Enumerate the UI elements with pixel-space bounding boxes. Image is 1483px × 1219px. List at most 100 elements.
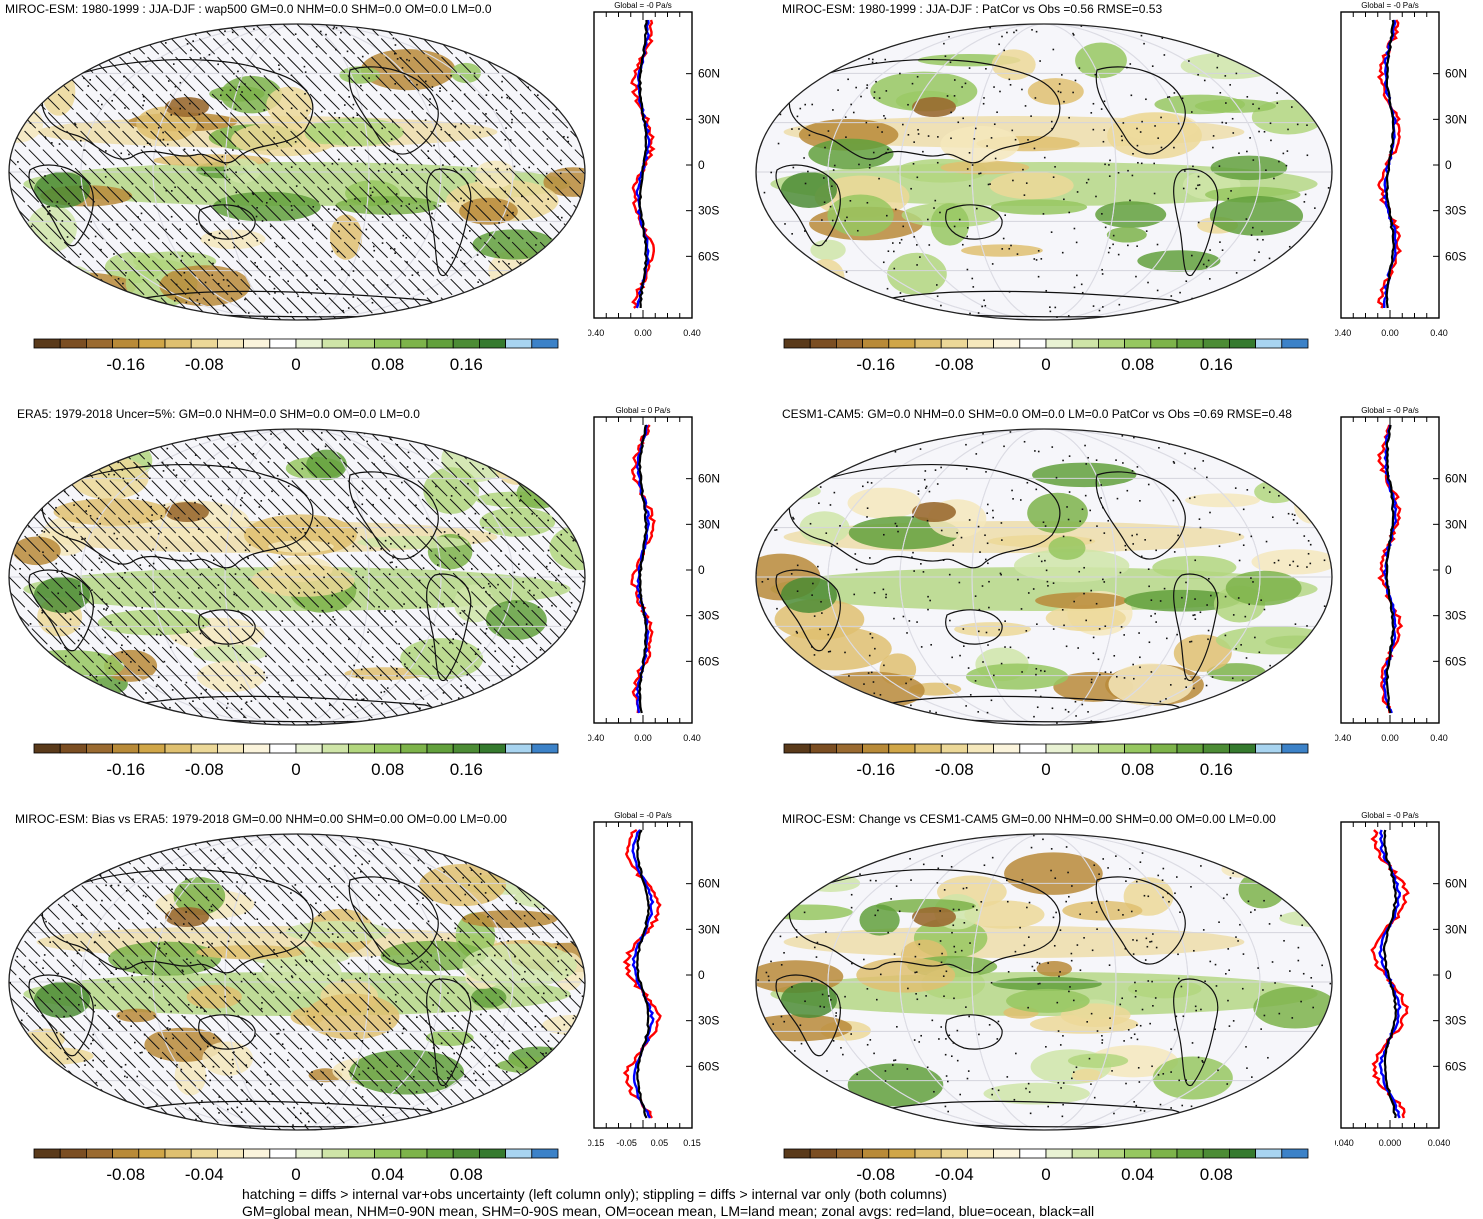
latitude-label: 30S <box>1445 1014 1466 1028</box>
world-map-6 <box>752 830 1340 1134</box>
panel-title-6: MIROC-ESM: Change vs CESM1-CAM5 GM=0.00 … <box>782 812 1276 826</box>
world-map-1 <box>5 20 593 324</box>
latitude-label: 60N <box>1445 877 1467 891</box>
latitude-label: 0 <box>698 158 705 172</box>
footer-line-1: hatching = diffs > internal var+obs unce… <box>242 1186 947 1202</box>
zonal-tick-label: 0.15 <box>683 1138 701 1148</box>
zonal-line-all <box>1387 425 1394 713</box>
latitude-label: 60N <box>1445 67 1467 81</box>
latitude-label: 60N <box>698 67 720 81</box>
colorbar-label: 0.16 <box>1200 760 1233 779</box>
colorbar-label: -0.08 <box>935 760 974 779</box>
zonal-tick-label: -0.40 <box>588 328 604 338</box>
latitude-label: 0 <box>698 563 705 577</box>
zonal-tick-label: 0.40 <box>683 328 701 338</box>
latitude-label: 0 <box>1445 968 1452 982</box>
colorbar-label: 0.16 <box>450 760 483 779</box>
latitude-label: 0 <box>1445 158 1452 172</box>
colorbar-label: 0 <box>291 355 300 374</box>
world-map-5 <box>5 830 593 1134</box>
zonal-mean-plot-5: Global = -0 Pa/s -0.15 -0.05 0.05 0.15 60N 30N… <box>588 810 728 1150</box>
zonal-mean-plot-1: Global = -0 Pa/s -0.40 0.00 0.40 60N 30N 0 30S 6… <box>588 0 728 340</box>
zonal-tick-label: -0.40 <box>1335 733 1351 743</box>
panel-title-4: CESM1-CAM5: GM=0.0 NHM=0.0 SHM=0.0 OM=0.… <box>782 407 1292 421</box>
zonal-tick-label: 0.00 <box>634 733 652 743</box>
colorbar-label: 0 <box>1041 1165 1050 1184</box>
zonal-tick-label: 0.000 <box>1379 1138 1402 1148</box>
zonal-line-land <box>1379 425 1402 713</box>
latitude-label: 60N <box>1445 472 1467 486</box>
colorbar-label: 0.08 <box>1200 1165 1233 1184</box>
zonal-tick-label: -0.40 <box>588 733 604 743</box>
panel-title-5: MIROC-ESM: Bias vs ERA5: 1979-2018 GM=0.… <box>15 812 507 826</box>
latitude-label: 30N <box>698 517 720 531</box>
zonal-tick-label: 0.40 <box>1430 328 1448 338</box>
zonal-mean-plot-3: Global = 0 Pa/s-0.400.000.4060N30N030S60… <box>588 405 728 745</box>
zonal-tick-label: 0.00 <box>1381 733 1399 743</box>
latitude-label: 30N <box>698 922 720 936</box>
zonal-header-label: Global = 0 Pa/s <box>616 406 671 415</box>
colorbar-label: -0.16 <box>106 355 145 374</box>
latitude-label: 0 <box>1445 563 1452 577</box>
colorbar-label: 0.04 <box>371 1165 404 1184</box>
latitude-label: 30S <box>1445 609 1466 623</box>
colorbar-label: 0 <box>291 760 300 779</box>
zonal-tick-label: 0.00 <box>1381 328 1399 338</box>
colorbar-label: -0.16 <box>106 760 145 779</box>
zonal-line-ocean <box>1380 830 1401 1118</box>
colorbar-1: -0.16 -0.08 0 0.08 0.16 <box>33 338 563 388</box>
latitude-label: 60S <box>1445 1059 1466 1073</box>
colorbar-label: -0.08 <box>185 355 224 374</box>
colorbar-label: -0.16 <box>856 355 895 374</box>
colorbar-label: 0 <box>1041 760 1050 779</box>
panel-title-2: MIROC-ESM: 1980-1999 : JJA-DJF : PatCor … <box>782 2 1162 16</box>
colorbar-label: -0.08 <box>106 1165 145 1184</box>
zonal-header-label: Global = -0 Pa/s <box>614 1 672 10</box>
latitude-label: 30N <box>1445 517 1467 531</box>
colorbar-label: 0.08 <box>371 760 404 779</box>
latitude-label: 30N <box>698 112 720 126</box>
zonal-line-land <box>1372 830 1408 1118</box>
zonal-tick-label: -0.05 <box>616 1138 637 1148</box>
colorbar-label: -0.08 <box>856 1165 895 1184</box>
colorbar-label: 0 <box>291 1165 300 1184</box>
colorbar-2: -0.16 -0.08 0 0.08 0.16 <box>783 338 1313 388</box>
latitude-label: 60N <box>698 877 720 891</box>
zonal-mean-plot-2: Global = -0 Pa/s-0.400.000.4060N30N030S6… <box>1335 0 1475 340</box>
colorbar-label: 0.08 <box>1121 355 1154 374</box>
latitude-label: 60S <box>698 249 719 263</box>
colorbar-label: 0.08 <box>1121 760 1154 779</box>
zonal-tick-label: -0.040 <box>1335 1138 1354 1148</box>
latitude-label: 30S <box>698 609 719 623</box>
colorbar-label: 0.04 <box>1121 1165 1154 1184</box>
colorbar-label: -0.08 <box>935 355 974 374</box>
zonal-mean-plot-6: Global = -0 Pa/s-0.0400.0000.04060N30N03… <box>1335 810 1475 1150</box>
zonal-header-label: Global = -0 Pa/s <box>1361 811 1419 820</box>
footer-line-2: GM=global mean, NHM=0-90N mean, SHM=0-90… <box>242 1203 1094 1219</box>
zonal-tick-label: 0.00 <box>634 328 652 338</box>
panel-title-1: MIROC-ESM: 1980-1999 : JJA-DJF : wap500 … <box>5 2 492 16</box>
zonal-tick-label: -0.15 <box>588 1138 604 1148</box>
colorbar-4: -0.16 -0.08 0 0.08 0.16 <box>783 743 1313 793</box>
latitude-label: 60S <box>1445 249 1466 263</box>
colorbar-label: 0.08 <box>450 1165 483 1184</box>
colorbar-label: -0.04 <box>935 1165 974 1184</box>
zonal-mean-plot-4: Global = -0 Pa/s-0.400.000.4060N30N030S6… <box>1335 405 1475 745</box>
colorbar-label: 0.16 <box>450 355 483 374</box>
colorbar-label: 0.16 <box>1200 355 1233 374</box>
world-map-2 <box>752 20 1340 324</box>
zonal-header-label: Global = -0 Pa/s <box>614 811 672 820</box>
world-map-4 <box>752 425 1340 729</box>
latitude-label: 30S <box>698 1014 719 1028</box>
colorbar-label: -0.16 <box>856 760 895 779</box>
colorbar-label: 0.08 <box>371 355 404 374</box>
zonal-tick-label: 0.05 <box>651 1138 669 1148</box>
latitude-label: 30S <box>698 204 719 218</box>
latitude-label: 60S <box>698 654 719 668</box>
zonal-line-ocean <box>1384 425 1396 713</box>
colorbar-label: 0 <box>1041 355 1050 374</box>
latitude-label: 30N <box>1445 922 1467 936</box>
zonal-header-label: Global = -0 Pa/s <box>1361 1 1419 10</box>
colorbar-label: -0.08 <box>185 760 224 779</box>
latitude-label: 30S <box>1445 204 1466 218</box>
